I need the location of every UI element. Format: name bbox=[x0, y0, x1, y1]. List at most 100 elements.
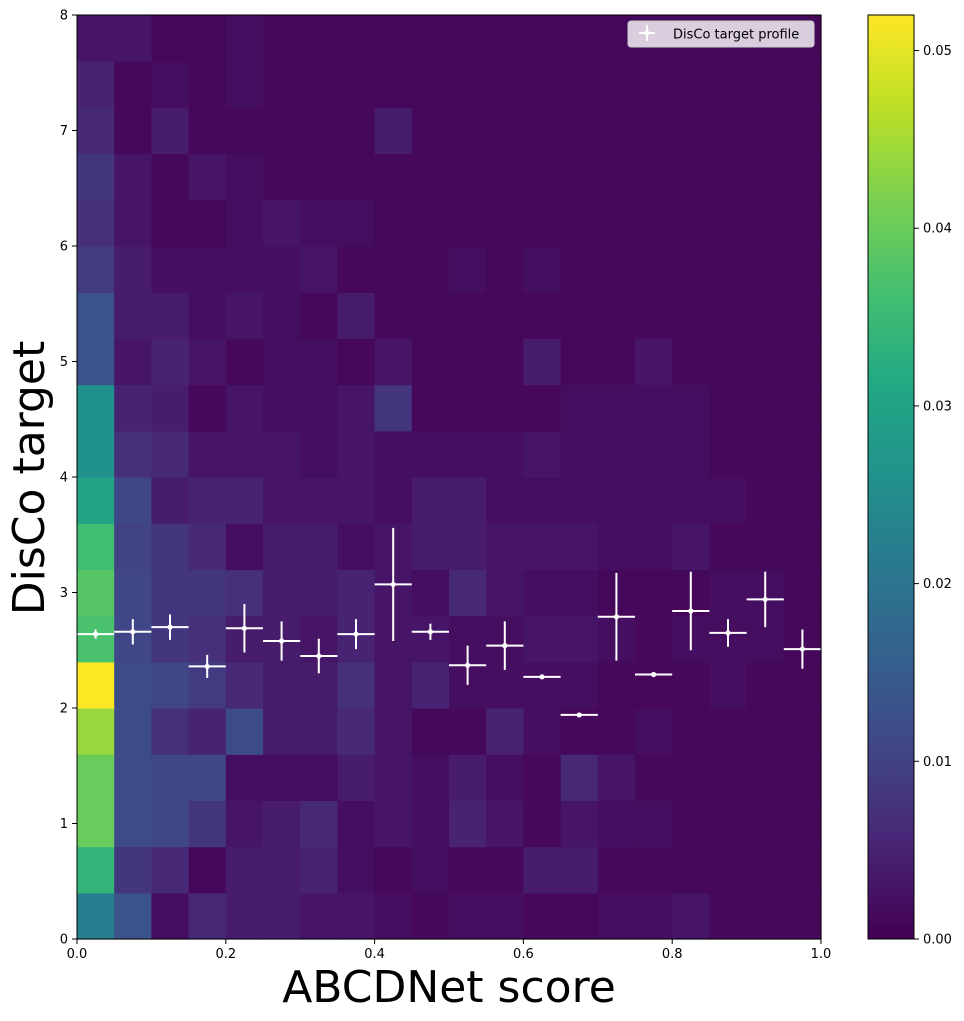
heatmap-cell bbox=[709, 153, 748, 201]
legend: DisCo target profile bbox=[627, 20, 815, 48]
y-tick-label: 3 bbox=[60, 586, 68, 601]
heatmap-cell bbox=[374, 61, 413, 108]
profile-marker bbox=[93, 631, 99, 637]
heatmap-cell bbox=[560, 246, 599, 293]
heatmap-cell bbox=[449, 430, 487, 478]
heatmap-cell bbox=[746, 61, 785, 108]
heatmap-cell bbox=[709, 477, 748, 524]
profile-marker bbox=[539, 674, 545, 680]
heatmap-cell bbox=[77, 199, 115, 247]
heatmap-cell bbox=[635, 61, 673, 108]
heatmap-cell bbox=[709, 846, 748, 894]
heatmap-cell bbox=[597, 661, 636, 709]
heatmap-cell bbox=[337, 523, 376, 570]
profile-marker bbox=[427, 629, 433, 635]
heatmap-cell bbox=[374, 292, 413, 339]
heatmap-cell bbox=[337, 846, 376, 894]
heatmap-cell bbox=[672, 892, 710, 940]
heatmap-cell bbox=[709, 569, 748, 617]
heatmap-cell bbox=[300, 199, 338, 247]
heatmap-cell bbox=[374, 800, 413, 848]
heatmap-cell bbox=[263, 246, 301, 293]
heatmap-cell bbox=[523, 384, 562, 432]
heatmap-cell bbox=[374, 15, 413, 62]
heatmap-cell bbox=[263, 708, 301, 755]
heatmap-cell bbox=[337, 661, 376, 709]
heatmap-cell bbox=[486, 61, 524, 108]
profile-point bbox=[486, 621, 524, 670]
profile-marker bbox=[279, 638, 285, 644]
heatmap-cell bbox=[411, 107, 450, 155]
y-tick-label: 6 bbox=[60, 240, 68, 255]
heatmap-cell bbox=[114, 107, 152, 155]
profile-point bbox=[300, 638, 338, 674]
heatmap-cell bbox=[746, 800, 785, 848]
heatmap-cell bbox=[263, 523, 301, 570]
heatmap-cell bbox=[411, 384, 450, 432]
heatmap-cell bbox=[188, 107, 227, 155]
heatmap-cell bbox=[486, 107, 524, 155]
heatmap-cell bbox=[597, 153, 636, 201]
heatmap-cell bbox=[560, 107, 599, 155]
heatmap-cell bbox=[560, 661, 599, 709]
heatmap-cell bbox=[77, 800, 115, 848]
heatmap-cell bbox=[783, 569, 822, 617]
heatmap-cell bbox=[523, 246, 562, 293]
heatmap-cell bbox=[560, 292, 599, 339]
heatmap-cell bbox=[374, 107, 413, 155]
colorbar bbox=[867, 14, 915, 940]
profile-point bbox=[114, 619, 152, 645]
heatmap-cell bbox=[151, 523, 190, 570]
heatmap-cell bbox=[783, 846, 822, 894]
heatmap-cell bbox=[635, 292, 673, 339]
profile-marker bbox=[502, 643, 508, 649]
heatmap-cell bbox=[114, 61, 152, 108]
heatmap-cell bbox=[114, 569, 152, 617]
heatmap-cell bbox=[746, 846, 785, 894]
heatmap-cell bbox=[300, 107, 338, 155]
heatmap-cell bbox=[709, 754, 748, 801]
heatmap-cell bbox=[560, 846, 599, 894]
heatmap-cell bbox=[188, 569, 227, 617]
heatmap-cell bbox=[523, 800, 562, 848]
heatmap-cell bbox=[300, 708, 338, 755]
heatmap-cell bbox=[225, 846, 264, 894]
heatmap-cell bbox=[635, 523, 673, 570]
heatmap-cell bbox=[411, 892, 450, 940]
heatmap-cell bbox=[635, 477, 673, 524]
heatmap-cell bbox=[225, 338, 264, 386]
heatmap-cell bbox=[188, 754, 227, 801]
heatmap-cell bbox=[337, 338, 376, 386]
heatmap-cell bbox=[225, 754, 264, 801]
heatmap-cell bbox=[114, 708, 152, 755]
heatmap-cell bbox=[486, 477, 524, 524]
heatmap-cell bbox=[374, 708, 413, 755]
heatmap-cell bbox=[560, 800, 599, 848]
heatmap-cell bbox=[672, 61, 710, 108]
heatmap-cell bbox=[337, 708, 376, 755]
heatmap-cell bbox=[635, 107, 673, 155]
heatmap-cell bbox=[523, 661, 562, 709]
heatmap-cells bbox=[77, 15, 822, 940]
heatmap-cell bbox=[449, 246, 487, 293]
heatmap-cell bbox=[151, 846, 190, 894]
heatmap-cell bbox=[77, 107, 115, 155]
heatmap-cell bbox=[746, 754, 785, 801]
heatmap-cell bbox=[635, 430, 673, 478]
heatmap-cell bbox=[486, 199, 524, 247]
legend-box bbox=[627, 20, 815, 48]
heatmap-cell bbox=[635, 153, 673, 201]
heatmap-cell bbox=[449, 384, 487, 432]
x-tick-label: 0.2 bbox=[215, 947, 236, 962]
heatmap-cell bbox=[672, 199, 710, 247]
profile-marker bbox=[316, 653, 322, 659]
heatmap-cell bbox=[374, 338, 413, 386]
heatmap-cell bbox=[746, 338, 785, 386]
heatmap-cell bbox=[151, 15, 190, 62]
heatmap-cell bbox=[746, 199, 785, 247]
heatmap-cell bbox=[225, 61, 264, 108]
heatmap-cell bbox=[523, 754, 562, 801]
heatmap-cell bbox=[597, 892, 636, 940]
heatmap-cell bbox=[486, 754, 524, 801]
